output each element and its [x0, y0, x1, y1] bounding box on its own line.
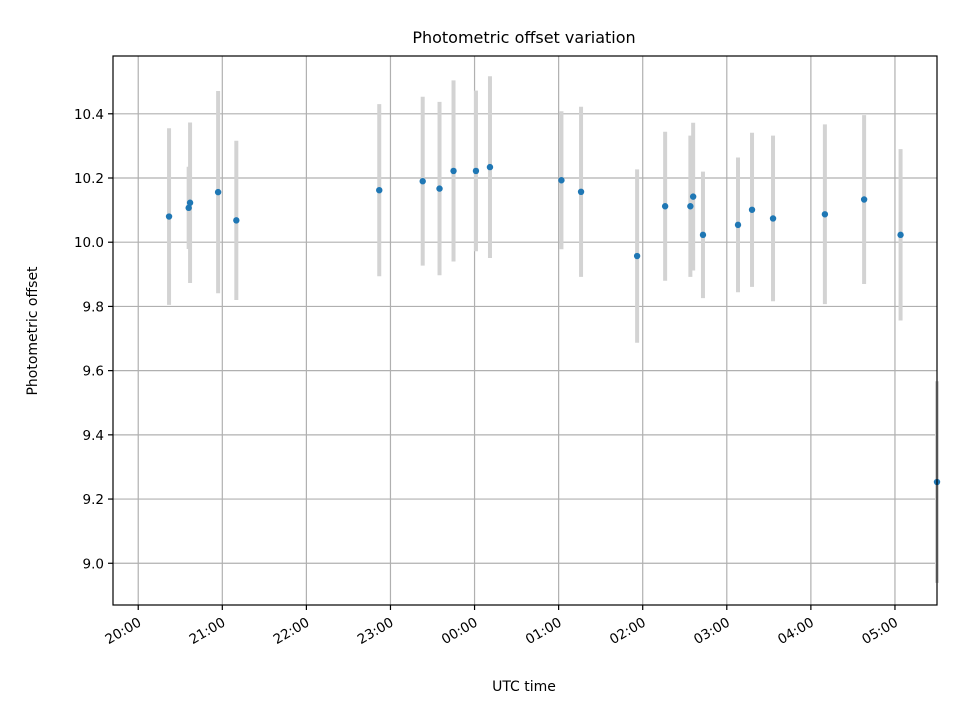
data-point — [214, 188, 222, 196]
y-tick-label: 10.2 — [74, 171, 104, 187]
data-point — [860, 196, 868, 203]
data-point — [661, 203, 669, 210]
y-tick-label: 9.8 — [83, 299, 104, 315]
data-point — [633, 252, 641, 260]
y-tick-label: 10.4 — [74, 107, 104, 123]
data-point — [689, 193, 697, 200]
data-point — [699, 231, 707, 239]
chart-title: Photometric offset variation — [412, 28, 635, 47]
y-tick-label: 9.6 — [83, 364, 104, 380]
data-point — [769, 215, 777, 222]
x-tick-label: 05:00 — [859, 615, 901, 648]
data-point — [419, 178, 426, 185]
x-tick-label: 04:00 — [775, 615, 817, 648]
x-tick-label: 00:00 — [439, 615, 481, 648]
data-point — [577, 188, 585, 196]
x-axis: 20:00 21:00 22:00 23:00 00:00 01:00 02:00 03:00… — [103, 605, 901, 648]
data-point — [748, 206, 756, 213]
y-tick-label: 9.0 — [83, 556, 104, 572]
data-point — [376, 187, 383, 194]
data-point — [472, 167, 480, 175]
data-point — [233, 217, 240, 224]
y-tick-label: 9.2 — [83, 492, 104, 508]
data-point — [897, 231, 904, 239]
data-point — [436, 185, 443, 192]
data-point — [185, 204, 192, 212]
data-point — [734, 221, 742, 229]
data-point — [450, 167, 457, 175]
y-axis-label: Photometric offset — [25, 266, 41, 396]
x-tick-label: 01:00 — [523, 615, 565, 648]
data-point — [165, 213, 173, 220]
x-tick-label: 03:00 — [691, 615, 733, 648]
x-tick-label: 22:00 — [271, 615, 313, 648]
x-tick-label: 21:00 — [187, 615, 229, 648]
y-tick-label: 10.0 — [74, 235, 104, 251]
data-point — [486, 163, 494, 171]
data-point — [687, 203, 694, 210]
x-tick-label: 23:00 — [355, 615, 397, 648]
x-tick-label: 20:00 — [103, 615, 145, 648]
error-bars — [167, 76, 939, 583]
data-point — [186, 199, 194, 206]
x-tick-label: 02:00 — [607, 615, 649, 648]
grid — [113, 56, 937, 605]
x-axis-label: UTC time — [492, 679, 556, 695]
data-point — [558, 177, 565, 184]
data-point — [821, 211, 829, 218]
plot-frame — [112, 55, 938, 606]
y-tick-label: 9.4 — [83, 428, 104, 444]
y-axis: 9.0 9.2 9.4 9.6 9.8 10.0 10.2 10.4 — [74, 107, 113, 572]
data-points — [165, 163, 941, 486]
